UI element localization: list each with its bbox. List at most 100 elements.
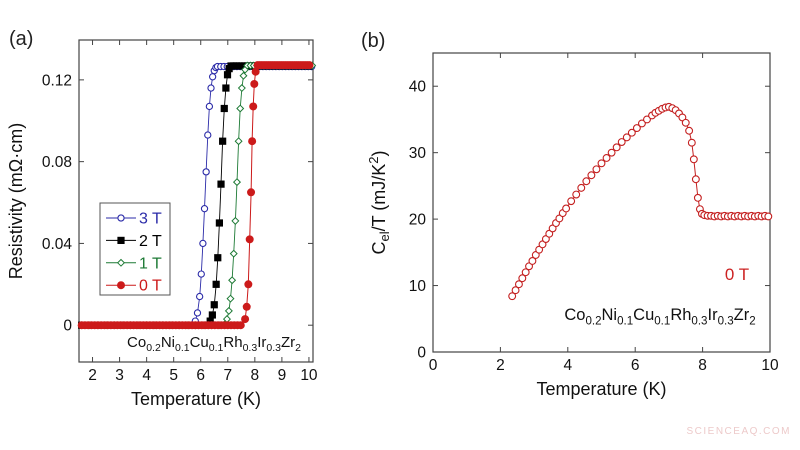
y-tick-label: 40 (409, 79, 427, 96)
data-point (217, 180, 225, 188)
data-point (518, 274, 527, 283)
data-point (764, 212, 773, 221)
watermark-text: SCIENCEAQ.COM (686, 426, 791, 437)
data-point (224, 306, 233, 315)
y-tick-label: 30 (409, 145, 427, 162)
y-tick-label: 0.04 (42, 236, 73, 253)
data-point (226, 294, 235, 303)
legend-label: 0 T (139, 278, 162, 295)
data-point (251, 67, 260, 76)
chart-b: 0 2 4 6 8 10 0 10 20 30 40 Temperature (K) Cel​/T (m… (366, 52, 779, 399)
compound-formula: Co0.2​Ni0.1​Cu0.1​Rh0.3​Ir0.3​Zr2​ (127, 334, 301, 354)
data-point (567, 197, 576, 206)
x-tick-label: 4 (563, 357, 572, 374)
data-point (245, 235, 254, 244)
data-point (237, 84, 246, 93)
data-point (223, 71, 232, 79)
series-0T (77, 61, 314, 330)
data-point (117, 281, 125, 290)
data-point (236, 104, 245, 113)
data-point (231, 216, 240, 225)
data-point (592, 165, 601, 174)
y-tick-label: 0 (63, 318, 72, 335)
chart-a: 2 3 4 5 6 7 8 9 10 0 0.04 0.08 0.12 Temperature (K) Re… (6, 39, 318, 409)
data-point (689, 155, 698, 164)
x-tick-label: 5 (169, 367, 178, 384)
data-point (247, 188, 256, 197)
data-point (643, 115, 651, 124)
data-point (117, 236, 125, 244)
y-axis-label: Cel​/T (mJ/K2​) (366, 150, 392, 254)
data-point (222, 84, 230, 92)
data-point (612, 143, 621, 152)
x-tick-label: 10 (300, 367, 318, 384)
legend-label: 1 T (139, 255, 162, 272)
data-point (617, 138, 626, 146)
y-axis-label: Resistivity (mΩ·cm) (6, 123, 26, 279)
data-point (228, 276, 237, 285)
data-point (236, 321, 245, 330)
field-label: 0 T (725, 265, 749, 284)
data-point (627, 128, 636, 137)
plot-frame (78, 39, 314, 363)
data-point (239, 71, 248, 80)
y-tick-label: 0.08 (42, 154, 72, 171)
series-0T (508, 102, 773, 301)
data-point (242, 302, 251, 311)
y-tick-label: 0 (417, 345, 426, 362)
data-point (208, 311, 216, 319)
x-tick-label: 6 (196, 367, 205, 384)
data-point (622, 133, 631, 142)
data-point (508, 292, 517, 301)
data-point (116, 258, 126, 267)
data-point (214, 254, 222, 262)
panel-a-label: (a) (9, 28, 34, 50)
data-point (199, 239, 207, 248)
data-point (117, 214, 125, 222)
x-tick-label: 2 (88, 367, 97, 384)
data-point (514, 280, 523, 289)
data-point (528, 257, 537, 265)
data-point (572, 190, 581, 199)
data-point (248, 137, 257, 146)
data-point (210, 301, 218, 309)
data-point (206, 317, 214, 325)
data-point (681, 118, 690, 127)
data-point (597, 159, 606, 168)
y-tick-label: 0.12 (42, 72, 72, 89)
data-point (249, 102, 258, 111)
data-point (602, 154, 611, 162)
x-tick-label: 3 (115, 367, 124, 384)
plot-frame (432, 52, 771, 353)
data-point (250, 79, 259, 88)
x-tick-label: 6 (631, 357, 640, 374)
data-point (587, 171, 596, 180)
y-tick-label: 20 (409, 212, 427, 229)
x-tick-label: 8 (251, 367, 260, 384)
x-axis-label: Temperature (K) (131, 389, 261, 409)
data-point (305, 61, 314, 70)
data-point (220, 104, 228, 113)
data-point (562, 204, 571, 213)
data-point (521, 268, 530, 277)
data-point (693, 193, 702, 202)
x-tick-label: 10 (761, 357, 779, 374)
data-point (241, 315, 250, 324)
data-point (607, 148, 616, 157)
data-point (632, 124, 641, 133)
data-point (232, 178, 241, 187)
legend: 3 T 2 T 1 T 0 T (99, 202, 171, 296)
data-point (200, 205, 209, 213)
compound-formula: Co0.2​Ni0.1​Cu0.1​Rh0.3​Ir0.3​Zr2​ (564, 306, 755, 328)
data-point (511, 286, 520, 295)
x-tick-label: 4 (142, 367, 151, 384)
data-point (197, 270, 205, 278)
data-point (202, 168, 210, 176)
legend-label: 3 T (139, 211, 162, 228)
data-point (196, 292, 204, 301)
data-point (244, 280, 253, 289)
data-point (687, 138, 696, 147)
data-point (207, 84, 215, 92)
data-point (219, 137, 227, 145)
